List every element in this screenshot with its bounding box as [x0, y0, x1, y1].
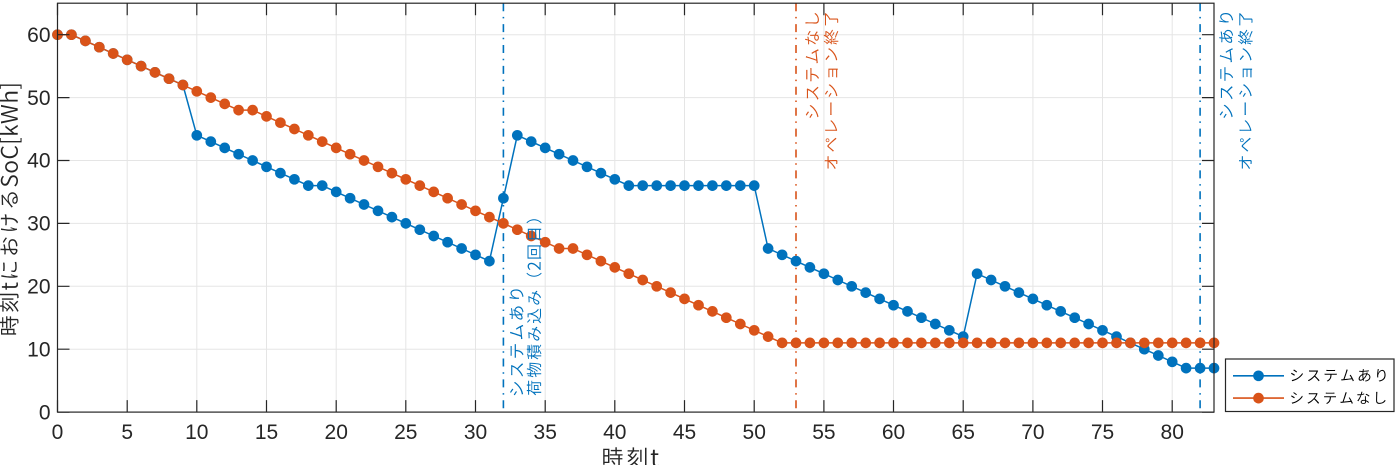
- svg-text:5: 5: [121, 421, 133, 444]
- svg-text:55: 55: [812, 421, 835, 444]
- svg-text:40: 40: [603, 421, 626, 444]
- svg-text:50: 50: [743, 421, 766, 444]
- svg-text:10: 10: [185, 421, 208, 444]
- svg-text:45: 45: [673, 421, 696, 444]
- svg-text:50: 50: [27, 87, 50, 110]
- svg-text:75: 75: [1091, 421, 1114, 444]
- svg-text:25: 25: [394, 421, 417, 444]
- svg-text:65: 65: [952, 421, 975, 444]
- svg-text:60: 60: [882, 421, 905, 444]
- svg-text:15: 15: [255, 421, 278, 444]
- svg-text:60: 60: [27, 24, 50, 47]
- svg-text:30: 30: [464, 421, 487, 444]
- svg-text:30: 30: [27, 213, 50, 236]
- svg-text:70: 70: [1021, 421, 1044, 444]
- svg-text:40: 40: [27, 150, 50, 173]
- svg-text:80: 80: [1161, 421, 1184, 444]
- svg-text:0: 0: [39, 401, 51, 424]
- svg-text:35: 35: [534, 421, 557, 444]
- svg-text:20: 20: [325, 421, 348, 444]
- svg-text:0: 0: [52, 421, 64, 444]
- svg-text:20: 20: [27, 276, 50, 299]
- svg-text:10: 10: [27, 338, 50, 361]
